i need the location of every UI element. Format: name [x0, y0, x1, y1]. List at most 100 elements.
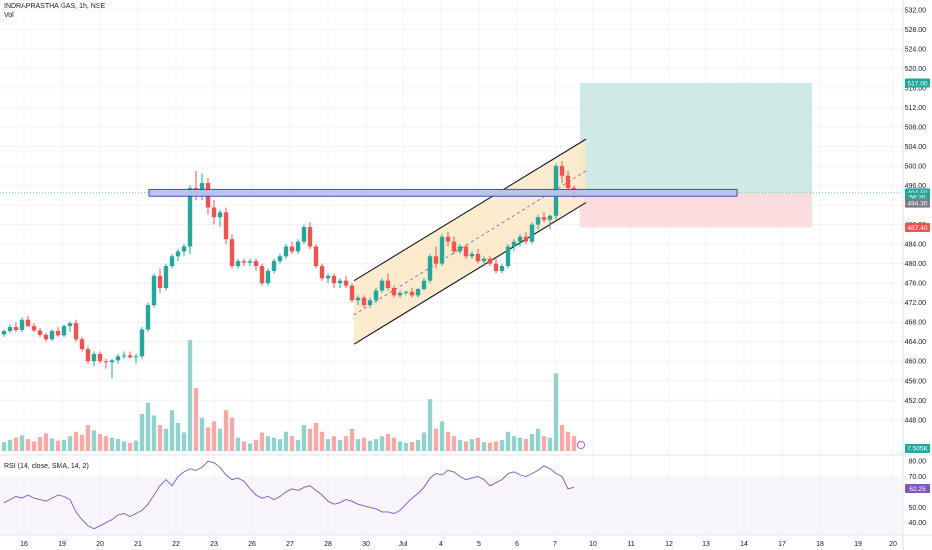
rsi-tick-label: 40.00 [908, 520, 926, 527]
volume-bar [187, 340, 193, 451]
rsi-tick-label: 50.00 [908, 505, 926, 512]
candle-body [445, 236, 451, 242]
resistance-zone-layer[interactable] [148, 188, 738, 197]
price-tag [905, 78, 930, 88]
candle-body [13, 327, 19, 331]
candle-body [517, 236, 523, 242]
candle-body [349, 285, 355, 301]
candle-body [223, 212, 229, 240]
candle-body [247, 261, 253, 263]
event-marker-icon[interactable] [576, 440, 586, 450]
candle-body [49, 330, 55, 340]
volume-bar [529, 433, 535, 451]
volume-bar [181, 432, 187, 451]
candle-body [109, 360, 115, 363]
candle-body [229, 239, 235, 267]
volume-bar [319, 431, 325, 451]
volume-bar [391, 437, 397, 451]
volume-bar [367, 440, 373, 451]
price-tick-label: 496.00 [905, 183, 927, 190]
price-tick-label: 456.00 [905, 378, 927, 385]
symbol-title: INDRAPRASTHA GAS, 1h, NSE [4, 3, 106, 10]
price-tick-label: 500.00 [905, 163, 927, 170]
candle-body [481, 258, 487, 262]
volume-bar [283, 431, 289, 451]
price-tick-label: 464.00 [905, 339, 927, 346]
candle-body [211, 207, 217, 218]
volume-bar [505, 431, 511, 451]
time-tick-label: 5 [477, 541, 481, 548]
volume-bar [445, 431, 451, 451]
candle-body [85, 349, 91, 362]
volume-bar [235, 437, 241, 451]
resistance-zone [148, 188, 738, 197]
time-tick-label: 30 [362, 541, 370, 548]
volume-bar [253, 439, 259, 451]
candle-body [307, 227, 313, 247]
candle-body [391, 288, 397, 296]
volume-bar [73, 431, 79, 451]
volume-bar [175, 422, 181, 451]
candle-body [493, 263, 499, 271]
candle-body [145, 305, 151, 330]
volume-bar [439, 421, 445, 451]
volume-bar [373, 439, 379, 451]
volume-bar [55, 440, 61, 451]
time-tick-label: 11 [627, 541, 634, 548]
volume-bar [223, 410, 229, 451]
time-tick-label: 28 [324, 541, 332, 548]
rsi-tag-label: 62.25 [909, 486, 926, 493]
volume-bar [205, 427, 211, 451]
volume-bar [247, 443, 253, 451]
candle-body [487, 258, 493, 264]
volume-bar [115, 439, 121, 451]
candle-body [217, 212, 223, 218]
volume-bar [571, 436, 577, 451]
volume-bar [433, 428, 439, 451]
price-tick-label: 476.00 [905, 281, 927, 288]
volume-bar [85, 425, 91, 451]
candle-body [277, 256, 283, 262]
volume-bar [163, 428, 169, 451]
volume-bar [397, 441, 403, 451]
volume-bar [409, 442, 415, 451]
price-tick-label: 448.00 [905, 417, 927, 424]
volume-tag-label: 7.505K [907, 446, 928, 453]
volume-bar [535, 428, 541, 451]
candle-body [37, 330, 43, 335]
volume-bar [295, 439, 301, 451]
price-tick-label: 484.00 [905, 242, 927, 249]
rsi-tag [905, 483, 930, 493]
volume-bar [547, 437, 553, 451]
volume-bar [343, 436, 349, 451]
rsi-tick-label: 70.00 [908, 474, 926, 481]
candle-body [475, 253, 481, 262]
volume-bar [499, 439, 505, 451]
volume-bar [355, 439, 361, 451]
volume-bar [265, 436, 271, 451]
volume-bar [427, 399, 433, 451]
volume-bar [49, 438, 55, 451]
price-tick-label: 508.00 [905, 124, 927, 131]
volume-bar [79, 434, 85, 451]
time-tick-label: 18 [816, 541, 824, 548]
candle-body [97, 353, 103, 362]
candle-body [55, 330, 61, 336]
volume-bar [541, 436, 547, 451]
volume-bar [415, 439, 421, 451]
profit-target-zone [580, 82, 812, 193]
candle-body [67, 323, 73, 327]
channel-fill [354, 139, 586, 345]
time-tick-label: 22 [172, 541, 180, 548]
volume-bar [1, 442, 7, 451]
time-tick-label: 10 [589, 541, 597, 548]
candle-body [331, 275, 337, 284]
candle-body [523, 236, 529, 242]
position-zones [0, 82, 903, 228]
trend-channel[interactable] [353, 138, 587, 345]
candle-body [121, 355, 127, 357]
time-axis[interactable]: 16 19 20 21 22 23 26 27 28 30 Jul 4 5 6 7 10 11 12 13 14 17 1… [20, 541, 897, 548]
candle-body [379, 280, 385, 291]
volume-bar [121, 441, 127, 451]
